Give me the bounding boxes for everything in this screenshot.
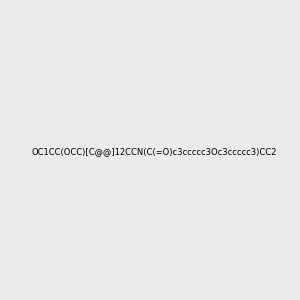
Text: OC1CC(OCC)[C@@]12CCN(C(=O)c3ccccc3Oc3ccccc3)CC2: OC1CC(OCC)[C@@]12CCN(C(=O)c3ccccc3Oc3ccc…: [31, 147, 276, 156]
